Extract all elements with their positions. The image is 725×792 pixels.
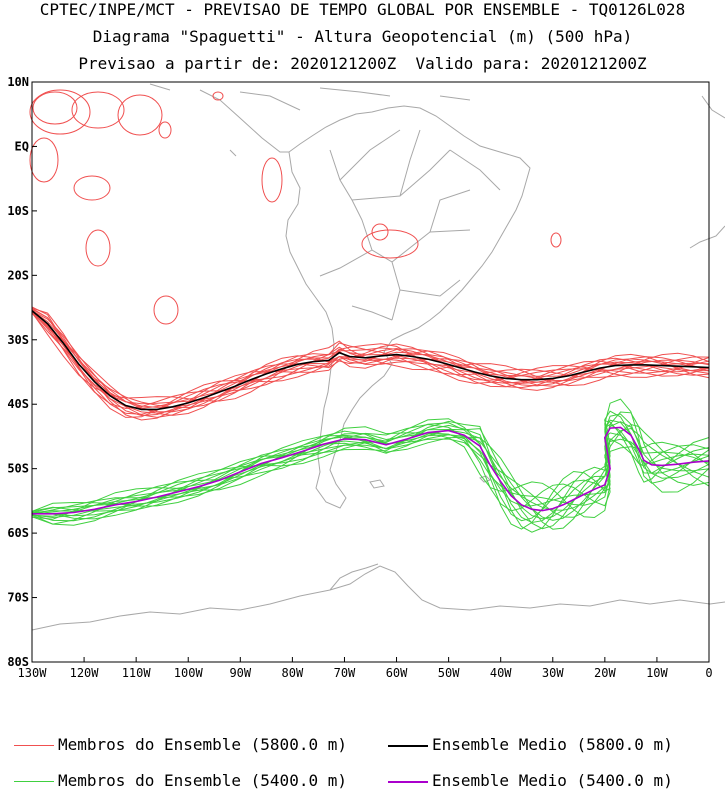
tropical-contour-2 [32,91,78,125]
central-america-coast [149,83,471,157]
y-axis: 10N EQ 10S 20S 30S 40S 50S 60S 70S 80S [7,75,37,669]
antarctic-peninsula [329,563,379,591]
member-line-5800 [31,307,710,421]
legend-swatch-member-5800 [14,745,54,746]
ensemble-mean-lines [31,310,710,515]
coastline-map [31,83,725,631]
tropical-contour-10 [361,229,419,259]
tropical-contour-3 [71,91,125,129]
member-line-5400 [31,423,710,521]
y-tick-label: 70S [7,591,29,605]
plot-frame [31,81,710,663]
tropical-contour-1 [29,89,91,135]
x-tick-label: 110W [122,666,152,680]
y-tick-label: EQ [15,139,29,153]
island-georgia [479,475,491,483]
y-tick-label: 10N [7,75,29,89]
chart-title-line-1: CPTEC/INPE/MCT - PREVISAO DE TEMPO GLOBA… [39,0,686,19]
y-tick-label: 40S [7,397,29,411]
legend-swatch-member-5400 [14,781,54,782]
tropical-contour-4 [117,94,163,136]
legend-label-mean-5800: Ensemble Medio (5800.0 m) [432,735,673,754]
member-line-5400 [31,420,710,530]
legend-swatch-mean-5800 [388,745,428,747]
x-tick-label: 80W [282,666,304,680]
x-tick-label: 90W [229,666,251,680]
y-tick-label: 60S [7,526,29,540]
antarctica-coast [31,565,725,631]
member-line-5400 [31,420,710,533]
x-tick-label: 50W [438,666,460,680]
chart-title-line-3: Previsao a partir de: 2020121200Z Valido… [78,54,647,73]
legend-label-mean-5400: Ensemble Medio (5400.0 m) [432,771,673,790]
member-line-5400 [31,421,710,519]
ensemble-member-lines [31,306,710,533]
member-line-5400 [31,410,710,518]
y-tick-label: 30S [7,333,29,347]
legend-label-member-5800: Membros do Ensemble (5800.0 m) [58,735,347,754]
tropical-contour-6 [73,175,111,201]
x-axis: 130W 120W 110W 100W 90W 80W 70W 60W 50W 40W 30W 20W… [18,657,713,680]
legend-swatch-mean-5400 [388,781,428,783]
mean-line-5400 [32,426,710,515]
y-tick-label: 80S [7,655,29,669]
mean-line-5800 [31,310,710,411]
x-tick-label: 20W [594,666,616,680]
tropical-contour-5 [29,137,59,183]
x-tick-label: 130W [18,666,48,680]
island-falklands [369,479,385,489]
x-tick-label: 0 [705,666,712,680]
x-tick-label: 40W [490,666,512,680]
x-tick-label: 100W [174,666,204,680]
tropical-contour-12 [550,232,562,248]
member-line-5400 [31,413,710,517]
member-line-5800 [31,311,710,408]
x-tick-label: 60W [386,666,408,680]
ensemble-member-blobs [29,89,562,325]
africa-coast [689,95,725,249]
member-line-5400 [31,428,710,530]
legend-label-member-5400: Membros do Ensemble (5400.0 m) [58,771,347,790]
tropical-contour-13 [158,121,172,139]
tropical-contour-14 [212,91,224,101]
x-tick-label: 120W [70,666,100,680]
member-line-5400 [31,418,710,530]
country-borders [319,129,501,321]
chart-title-line-2: Diagrama "Spaguetti" - Altura Geopotenci… [92,27,633,46]
x-tick-label: 70W [334,666,356,680]
south-america-coast [285,105,531,509]
y-tick-label: 10S [7,204,29,218]
x-tick-label: 30W [542,666,564,680]
y-tick-label: 20S [7,268,29,282]
member-line-5800 [31,312,710,409]
y-tick-label: 50S [7,462,29,476]
member-line-5800 [31,309,710,409]
tropical-contour-9 [261,157,283,203]
tropical-contour-8 [153,295,179,325]
member-line-5800 [31,309,710,410]
tropical-contour-11 [371,223,389,241]
x-tick-label: 10W [646,666,668,680]
tropical-contour-7 [85,229,111,267]
member-line-5800 [31,310,710,414]
member-line-5800 [31,307,710,415]
